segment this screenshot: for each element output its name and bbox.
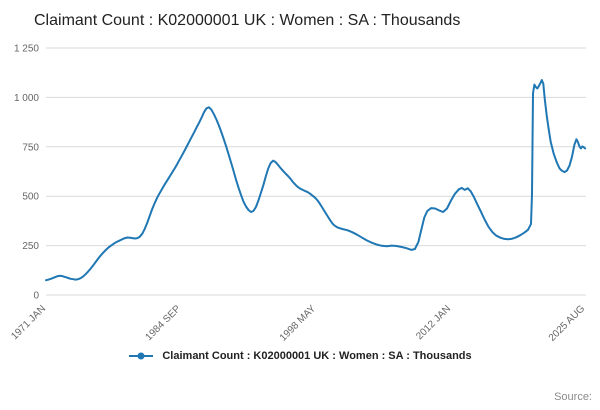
x-tick-label: 1998 MAY	[278, 303, 319, 344]
line-chart: 0 250 500 750 1 000 1 250 1971 JAN 1984 SEP 1998…	[0, 34, 600, 346]
y-tick-label: 750	[22, 142, 39, 153]
chart-page: Claimant Count : K02000001 UK : Women : …	[0, 10, 600, 403]
x-axis-labels: 1971 JAN 1984 SEP 1998 MAY 2012 JAN 2025 AUG	[9, 303, 587, 344]
series-line[interactable]	[45, 79, 587, 282]
chart-title: Claimant Count : K02000001 UK : Women : …	[34, 12, 461, 29]
legend-label: Claimant Count : K02000001 UK : Women : …	[162, 350, 472, 362]
legend-item[interactable]: Claimant Count : K02000001 UK : Women : …	[0, 350, 600, 362]
y-tick-label: 250	[22, 241, 39, 252]
source-label: Source:	[554, 391, 592, 403]
y-tick-label: 500	[22, 192, 39, 203]
x-tick-label: 1984 SEP	[144, 303, 184, 343]
y-tick-label: 0	[33, 291, 39, 302]
chart-svg[interactable]: 0 250 500 750 1 000 1 250 1971 JAN 1984 SEP 1998…	[0, 34, 600, 346]
gridlines	[46, 47, 586, 296]
x-tick-label: 1971 JAN	[9, 303, 48, 342]
x-tick-label: 2012 JAN	[414, 303, 453, 342]
legend-line-marker	[129, 352, 154, 360]
y-axis-labels: 0 250 500 750 1 000 1 250	[14, 44, 39, 302]
x-tick-label: 2025 AUG	[547, 303, 588, 344]
y-tick-label: 1 250	[14, 44, 39, 55]
y-tick-label: 1 000	[14, 93, 39, 104]
